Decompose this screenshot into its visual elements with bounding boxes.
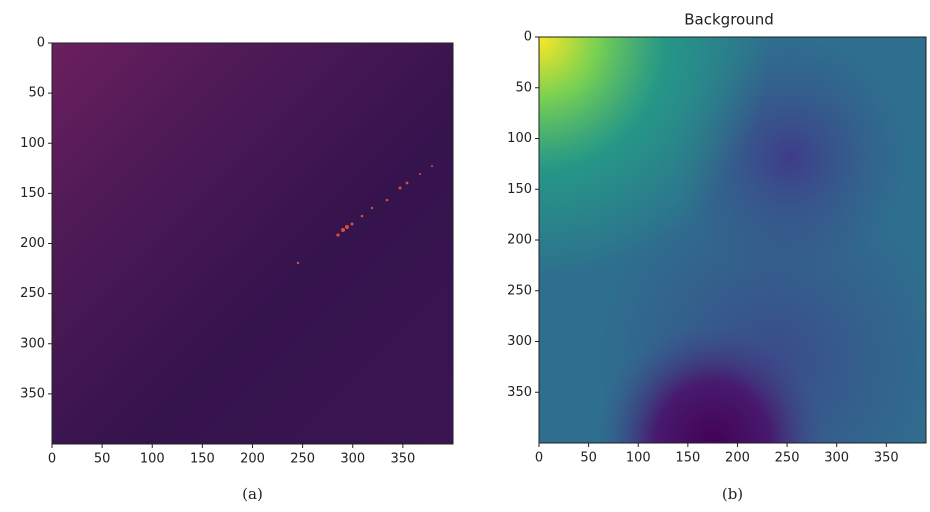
x-tick-label: 0 <box>48 452 56 467</box>
y-tick-label: 200 <box>20 236 45 251</box>
y-tick-label: 0 <box>37 36 45 51</box>
x-tick-label: 250 <box>290 452 315 467</box>
x-tick-label: 150 <box>675 451 700 466</box>
x-tick-label: 0 <box>535 451 543 466</box>
y-tick-label: 250 <box>20 286 45 301</box>
x-tick-label: 300 <box>824 451 849 466</box>
caption: (a) <box>242 485 263 503</box>
x-tick-label: 200 <box>240 452 265 467</box>
x-tick-label: 300 <box>340 452 365 467</box>
y-tick-label: 300 <box>20 336 45 351</box>
y-tick-label: 100 <box>507 131 532 146</box>
x-tick-label: 50 <box>580 451 597 466</box>
y-tick-label: 50 <box>515 80 532 95</box>
x-tick-label: 150 <box>190 452 215 467</box>
x-tick-label: 350 <box>874 451 899 466</box>
y-tick-label: 350 <box>20 386 45 401</box>
image-b <box>539 37 926 443</box>
y-tick-label: 150 <box>20 186 45 201</box>
chart-title: Background <box>684 11 774 29</box>
y-tick-label: 50 <box>28 86 45 101</box>
y-tick-label: 0 <box>524 30 532 45</box>
x-tick-label: 50 <box>94 452 111 467</box>
y-tick-label: 150 <box>507 182 532 197</box>
y-tick-label: 200 <box>507 233 532 248</box>
x-tick-label: 100 <box>140 452 165 467</box>
x-tick-label: 100 <box>626 451 651 466</box>
caption: (b) <box>722 485 743 503</box>
x-tick-label: 350 <box>390 452 415 467</box>
y-tick-label: 100 <box>20 136 45 151</box>
y-tick-label: 350 <box>507 385 532 400</box>
x-tick-label: 250 <box>775 451 800 466</box>
image-a <box>52 43 453 444</box>
x-tick-label: 200 <box>725 451 750 466</box>
y-tick-label: 300 <box>507 334 532 349</box>
y-tick-label: 250 <box>507 283 532 298</box>
